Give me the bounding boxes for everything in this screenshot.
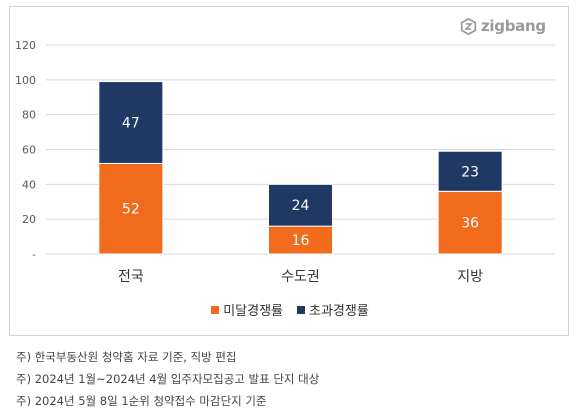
bar-segment: [268, 225, 333, 255]
y-axis-ticks: - 20 40 60 80 100 120: [15, 39, 36, 261]
data-label: 52: [122, 202, 140, 218]
data-label: 16: [292, 233, 310, 249]
footnote: 주) 2024년 5월 8일 1순위 청약접수 마감단지 기준: [16, 394, 267, 408]
legend-item-series1: 미달경쟁률: [211, 300, 283, 319]
logo-text: zigbang: [481, 17, 546, 35]
legend-label-series2: 초과경쟁률: [309, 304, 369, 319]
y-tick-label: 100: [15, 74, 36, 87]
zigbang-logo-icon: [460, 17, 477, 35]
data-label: 47: [122, 116, 140, 132]
chart-legend: 미달경쟁률 초과경쟁률: [0, 300, 580, 319]
stacked-bar-chart: - 20 40 60 80 100 120 52 47 16 24 36 23 전국 수도권 지방: [15, 39, 555, 285]
data-label: 23: [461, 164, 479, 180]
x-tick-label: 수도권: [281, 269, 320, 285]
footnotes: 주) 한국부동산원 청약홈 자료 기준, 직방 편집 주) 2024년 1월~2…: [16, 346, 319, 412]
bar-segment: [437, 150, 503, 192]
bar-segment: [437, 190, 503, 255]
bars: 52 47 16 24 36 23: [98, 81, 503, 255]
y-tick-label: 60: [22, 144, 36, 157]
legend-label-series1: 미달경쟁률: [223, 304, 283, 319]
brand-logo: zigbang: [460, 16, 546, 36]
bar-segment: [268, 183, 333, 227]
x-tick-label: 지방: [457, 269, 483, 285]
footnote: 주) 2024년 1월~2024년 4월 입주자모집공고 발표 단지 대상: [16, 372, 320, 386]
legend-item-series2: 초과경쟁률: [297, 300, 369, 319]
y-tick-label: -: [32, 248, 36, 261]
footnote: 주) 한국부동산원 청약홈 자료 기준, 직방 편집: [16, 350, 237, 364]
data-label: 36: [461, 216, 479, 232]
data-label: 24: [292, 198, 310, 214]
x-axis-ticks: 전국 수도권 지방: [118, 269, 483, 285]
bar-segment: [98, 162, 164, 255]
y-tick-label: 80: [22, 109, 36, 122]
y-tick-label: 40: [22, 178, 36, 191]
legend-swatch-series1: [211, 305, 220, 314]
y-tick-label: 20: [22, 213, 36, 226]
x-tick-label: 전국: [118, 269, 144, 285]
legend-swatch-series2: [297, 305, 305, 314]
bar-segment: [98, 81, 164, 164]
y-tick-label: 120: [15, 39, 36, 52]
